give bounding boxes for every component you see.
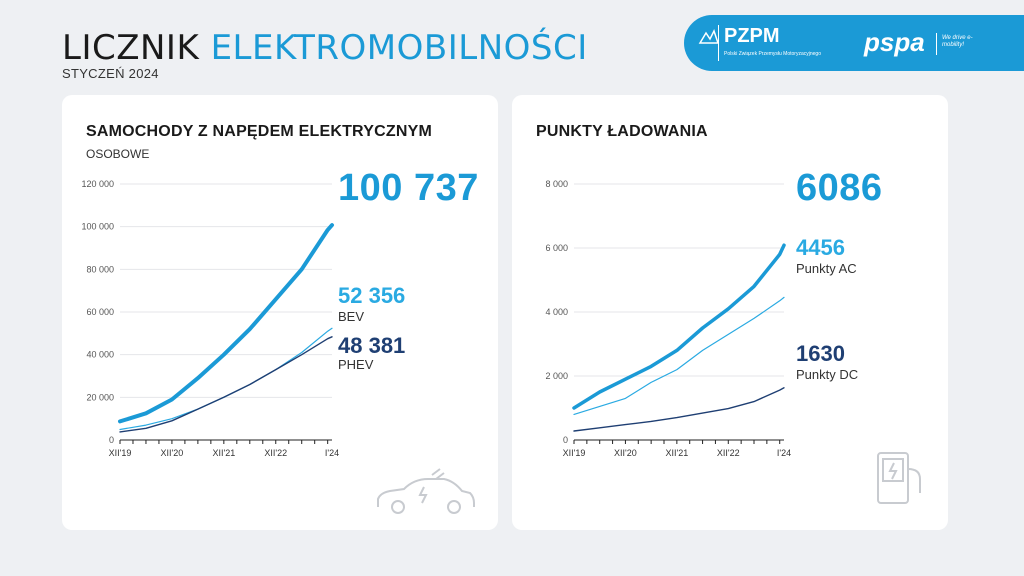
pspa-logo: pspa [864,27,925,57]
phev-value: 48 381 [338,333,406,358]
bev-value: 52 356 [338,283,406,308]
charging-chart-x-tick-label: XII'21 [665,448,688,458]
cars-chart-y-tick-label: 20 000 [86,392,114,402]
ev-cars-subtitle: OSOBOWE [86,147,150,161]
charging-points-chart: 0 2 000 4 000 6 000 8 000 XII'19 XII'20 XII'21 X… [545,179,791,458]
cars-chart-y-tick-label: 120 000 [81,179,114,189]
bev-label: BEV [338,309,365,324]
ev-cars-title: SAMOCHODY Z NAPĘDEM ELEKTRYCZNYM [86,123,432,140]
dc-value: 1630 [796,341,845,366]
charging-points-card: PUNKTY ŁADOWANIA 0 2 000 4 000 6 000 8 000 XI… [512,95,948,530]
cars-chart-y-tick-label: 100 000 [81,222,114,232]
electric-car-icon [377,468,475,514]
cars-chart-series-phev [119,336,333,433]
cars-chart-x-tick-label: XII'22 [264,448,287,458]
cars-chart-y-tick-label: 80 000 [86,264,114,274]
dc-label: Punkty DC [796,367,859,382]
ac-value: 4456 [796,235,845,260]
charging-points-title: PUNKTY ŁADOWANIA [536,123,708,140]
ev-cars-chart: 0 20 000 40 000 60 000 80 000 100 000 120 000 X… [81,179,339,458]
pspa-tagline: We drive e-mobility! [942,35,973,48]
charging-chart-x-tick-label: I'24 [777,448,791,458]
charging-chart-y-tick-label: 6 000 [545,243,568,253]
charging-chart-series-ac [573,296,785,415]
pzpm-logo-icon [698,29,720,44]
page-subtitle: STYCZEŃ 2024 [62,66,159,81]
cars-chart-y-tick-label: 60 000 [86,307,114,317]
charging-chart-y-tick-label: 2 000 [545,371,568,381]
cars-chart-y-tick-label: 40 000 [86,350,114,360]
logos-banner: PZPM Polski Związek Przemysłu Motoryzacy… [684,15,1024,71]
charging-chart-y-tick-label: 0 [563,435,568,445]
ev-cars-total: 100 737 [338,167,479,209]
cars-chart-x-tick-label: XII'19 [109,448,132,458]
pzpm-logo: PZPM [724,25,780,47]
title-part2: ELEKTROMOBILNOŚCI [210,28,588,68]
cars-chart-x-tick-label: I'24 [325,448,339,458]
pzpm-logo-subtitle: Polski Związek Przemysłu Motoryzacyjnego [724,51,821,57]
cars-chart-series-bev [119,327,333,431]
ev-cars-card: SAMOCHODY Z NAPĘDEM ELEKTRYCZNYM OSOBOWE… [62,95,498,530]
charging-total: 6086 [796,167,883,209]
page-title: LICZNIK ELEKTROMOBILNOŚCI [62,28,588,68]
charging-chart-y-tick-label: 4 000 [545,307,568,317]
title-part1: LICZNIK [62,28,200,68]
charging-chart-y-tick-label: 8 000 [545,179,568,189]
cars-chart-x-tick-label: XII'21 [212,448,235,458]
charging-chart-x-tick-label: XII'19 [563,448,586,458]
charging-chart-series-total [572,243,786,410]
charging-station-icon [877,452,921,504]
cars-chart-x-tick-label: XII'20 [161,448,184,458]
ac-label: Punkty AC [796,261,857,276]
cars-chart-y-tick-label: 0 [109,435,114,445]
charging-chart-x-tick-label: XII'20 [614,448,637,458]
charging-chart-x-tick-label: XII'22 [717,448,740,458]
phev-label: PHEV [338,357,374,372]
cars-chart-series-total [118,223,334,424]
charging-chart-series-dc [573,387,785,432]
